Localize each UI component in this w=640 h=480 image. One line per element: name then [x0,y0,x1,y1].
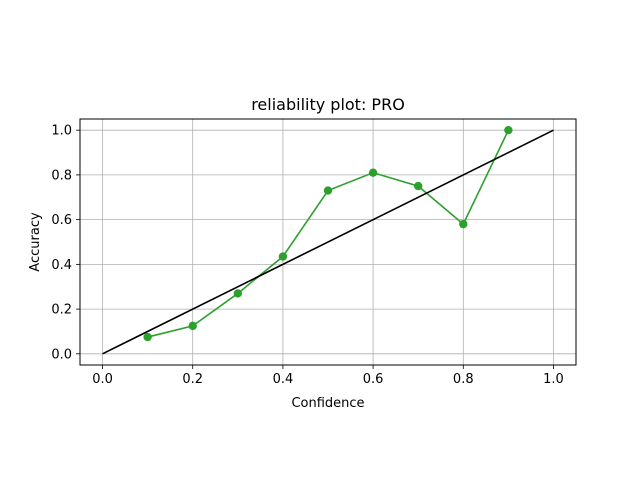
chart-title: reliability plot: PRO [251,95,405,114]
y-tick-label: 0.8 [51,168,72,183]
grid [80,119,576,365]
series-0-point [143,332,152,342]
series-0-point [278,252,288,261]
series-0-point [413,181,423,191]
series-1-line [102,129,554,355]
ticks: 0.0 0.2 0.4 0.6 0.8 1.0 0.0 0.2 0.4 0.6 0.8 1.0 [51,124,563,387]
x-tick-label: 0.8 [453,372,474,387]
y-tick-label: 0.6 [51,213,72,228]
series-layer [102,125,554,355]
x-tick-label: 0.4 [273,372,294,387]
y-tick-label: 0.0 [51,347,72,362]
series-0-point [504,125,513,135]
series-0-point [368,168,378,177]
series-0-point [188,321,197,331]
axes-frame [79,118,577,366]
y-tick-label: 0.2 [51,303,72,318]
series-0-point [323,186,333,195]
x-tick-label: 0.0 [92,372,113,387]
x-tick-label: 0.6 [363,372,384,387]
series-0-point [459,219,468,229]
x-axis-label: Confidence [291,396,364,411]
series-0-point [233,289,243,298]
y-tick-label: 0.4 [51,258,72,273]
y-tick-label: 1.0 [51,124,72,139]
x-tick-label: 1.0 [543,372,564,387]
x-tick-label: 0.2 [182,372,203,387]
y-axis-label: Accuracy [28,212,43,272]
